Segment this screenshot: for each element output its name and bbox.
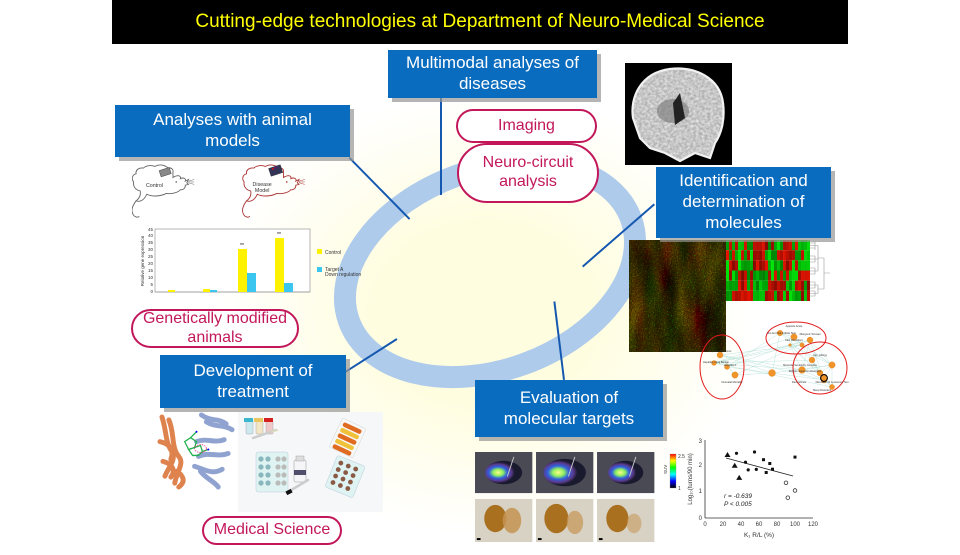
svg-text:40: 40 [738, 522, 745, 528]
svg-text:2: 2 [699, 463, 703, 469]
svg-text:Disorders Of Lysosomic Test: Disorders Of Lysosomic Test [816, 380, 849, 384]
svg-text:35: 35 [148, 240, 154, 245]
svg-text:45: 45 [148, 227, 154, 232]
svg-text:**: ** [277, 232, 281, 238]
svg-text:Control: Control [325, 250, 341, 256]
svg-text:Down regulation: Down regulation [325, 272, 361, 278]
svg-text:100: 100 [790, 522, 801, 528]
svg-text:Allergenic Sinuses: Allergenic Sinuses [799, 332, 821, 336]
svg-text:Log₁₀(turns/90 min): Log₁₀(turns/90 min) [688, 453, 694, 505]
svg-text:15: 15 [148, 268, 154, 273]
svg-text:Control: Control [146, 183, 163, 189]
svg-text:Neonatal Mortality: Neonatal Mortality [722, 380, 744, 384]
svg-text:Not And Not Follicle Stim.: Not And Not Follicle Stim. [767, 331, 797, 335]
svg-text:120: 120 [808, 522, 819, 528]
svg-text:0: 0 [150, 289, 153, 294]
svg-text:App_Allergy: App_Allergy [813, 353, 828, 357]
svg-text:20: 20 [720, 522, 727, 528]
svg-text:Relative gene expression: Relative gene expression [140, 235, 145, 286]
svg-text:Muscular Sensitivity Complex: Muscular Sensitivity Complex [783, 363, 818, 367]
svg-text:P < 0.005: P < 0.005 [724, 501, 752, 508]
svg-text:3: 3 [699, 439, 703, 445]
svg-text:Hepatitis C_Chronic: Hepatitis C_Chronic [708, 349, 732, 353]
svg-text:Multiple Spectrum Disorders: Multiple Spectrum Disorders [789, 369, 822, 373]
svg-text:SUV: SUV [663, 465, 668, 474]
svg-text:10: 10 [148, 275, 154, 280]
svg-text:5: 5 [150, 282, 153, 287]
svg-text:60: 60 [756, 522, 763, 528]
svg-text:Hepatitis A: Hepatitis A [724, 363, 737, 367]
svg-text:Model: Model [255, 188, 269, 194]
svg-text:0: 0 [703, 522, 707, 528]
svg-text:1: 1 [678, 486, 681, 492]
svg-text:0: 0 [699, 516, 703, 522]
svg-text:Disease: Disease [253, 182, 272, 188]
svg-text:Decerebrate: Decerebrate [792, 380, 807, 384]
svg-text:r = -0.639: r = -0.639 [724, 493, 752, 500]
svg-text:30: 30 [148, 247, 154, 252]
svg-text:Sleep Disorders: Sleep Disorders [813, 388, 832, 392]
svg-text:K₁ R/L (%): K₁ R/L (%) [744, 532, 774, 539]
svg-text:2.5: 2.5 [678, 454, 685, 460]
svg-text:40: 40 [148, 233, 154, 238]
svg-text:25: 25 [148, 254, 154, 259]
svg-text:Appetite Acute: Appetite Acute [786, 324, 803, 328]
svg-text:**: ** [240, 243, 244, 249]
svg-text:20: 20 [148, 261, 154, 266]
svg-text:Fast Receptors: Fast Receptors [785, 338, 803, 342]
svg-text:1: 1 [699, 489, 703, 495]
svg-text:80: 80 [774, 522, 781, 528]
